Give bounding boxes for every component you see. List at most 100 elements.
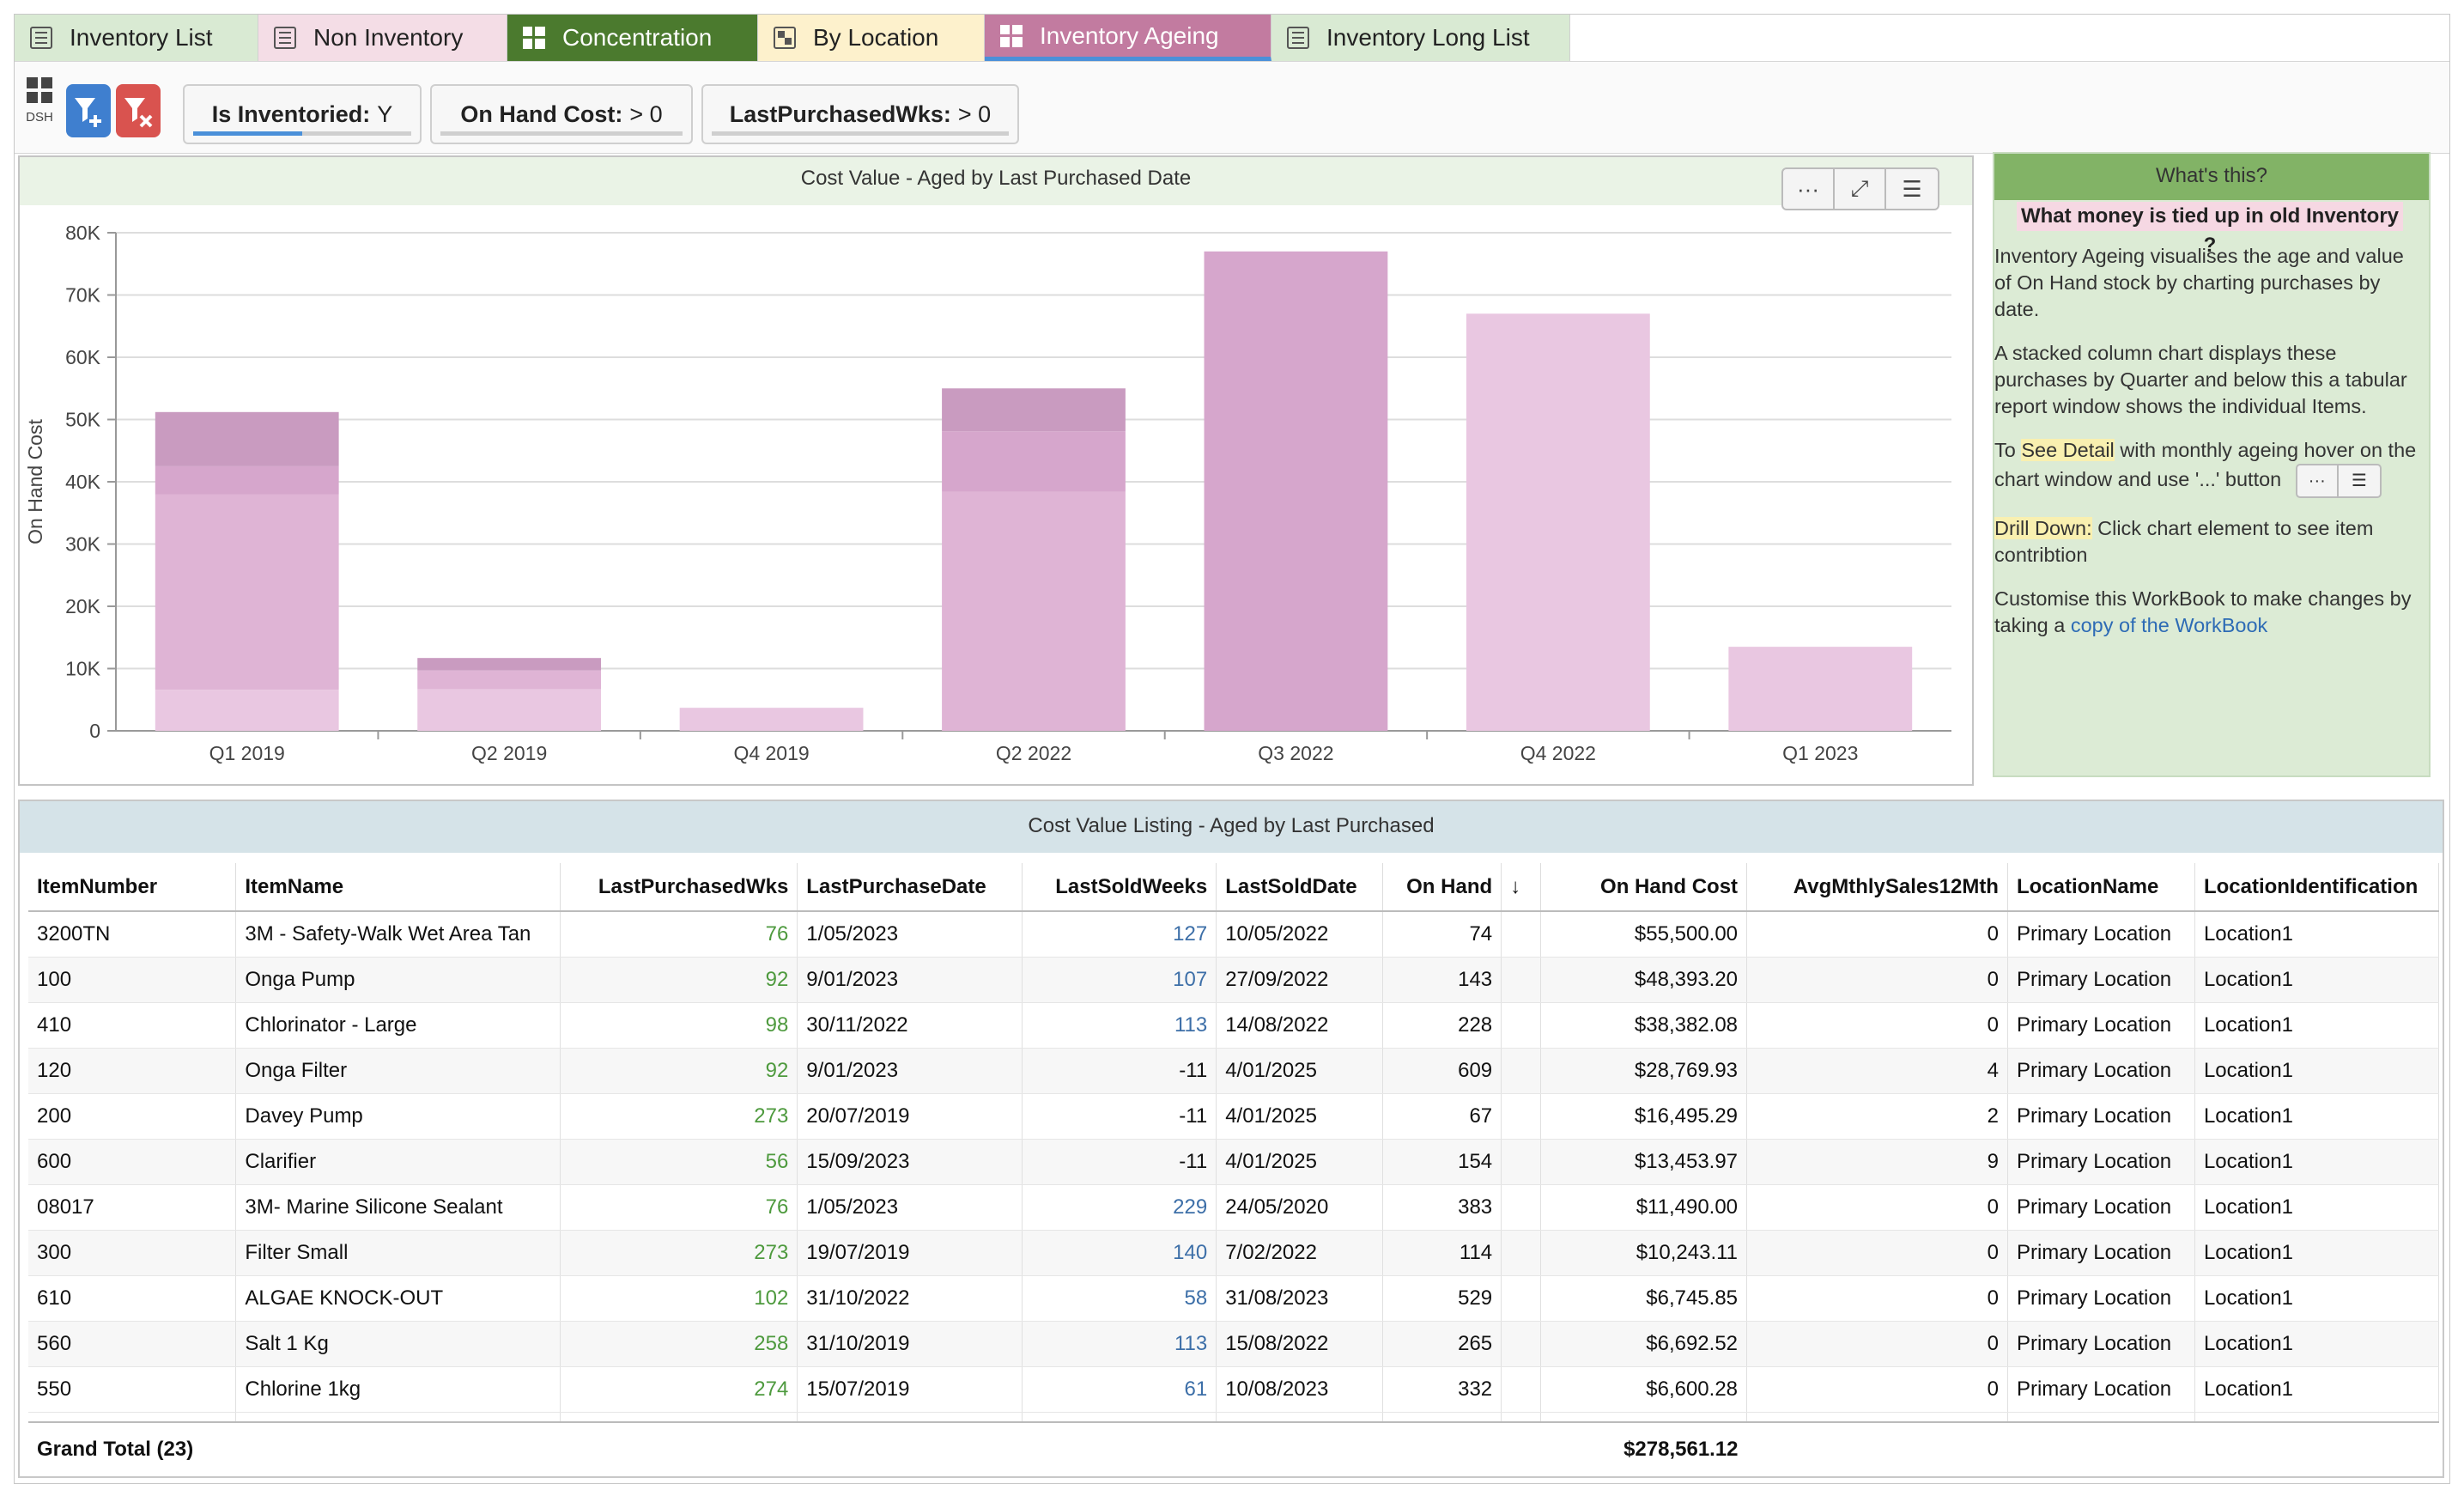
table-row[interactable]: 560 Salt 1 Kg 258 31/10/2019 113 15/08/2022 26… <box>28 1321 2440 1367</box>
bar-segment[interactable] <box>417 689 602 731</box>
column-header[interactable]: LastPurchasedWks <box>560 863 798 912</box>
chart-panel[interactable]: Cost Value - Aged by Last Purchased Date… <box>18 155 1974 786</box>
table-row[interactable]: 100 Onga Pump 92 9/01/2023 107 27/09/2022 143 $… <box>28 957 2440 1003</box>
table-cell: 229 <box>1022 1184 1217 1231</box>
table-cell: Location1 <box>2194 1139 2440 1185</box>
see-detail-highlight: See Detail <box>2021 439 2115 461</box>
tab-non-inventory[interactable]: Non Inventory <box>258 15 507 61</box>
table-cell: 31/10/2022 <box>797 1275 1023 1322</box>
copy-workbook-link[interactable]: copy of the WorkBook <box>2070 614 2268 636</box>
y-tick-label: 0 <box>89 720 100 742</box>
bar-segment[interactable] <box>1466 313 1650 731</box>
bar-segment[interactable] <box>679 708 864 731</box>
dashboard-icon <box>523 27 545 49</box>
tab-label: Inventory Ageing <box>1040 21 1219 49</box>
table-row[interactable]: 200 Davey Pump 273 20/07/2019 -11 4/01/2025 67… <box>28 1093 2440 1140</box>
tab-by-location[interactable]: By Location <box>758 15 985 61</box>
tab-inventory-list[interactable]: Inventory List <box>15 15 258 61</box>
filter-value: > 0 <box>957 100 992 127</box>
table-cell: Location1 <box>2194 1002 2440 1049</box>
list-view-button[interactable]: ☰ <box>1902 175 1922 202</box>
table-cell: Primary Location <box>2007 1093 2195 1140</box>
table-cell: 10/05/2022 <box>1216 911 1384 958</box>
table-cell: 529 <box>1382 1275 1502 1322</box>
column-header[interactable]: On Hand <box>1382 863 1502 912</box>
table-cell: 140 <box>1022 1230 1217 1276</box>
table-cell: 550 <box>28 1366 237 1413</box>
table-cell: Chlorinator - Large <box>235 1002 561 1049</box>
bar-segment[interactable] <box>155 690 339 731</box>
clear-filter-button[interactable] <box>116 84 161 137</box>
bar-segment[interactable] <box>417 658 602 671</box>
bar-segment[interactable] <box>1728 647 1913 731</box>
table-cell <box>1501 1002 1542 1049</box>
table-cell: 15/09/2023 <box>797 1139 1023 1185</box>
list-icon <box>274 27 296 49</box>
info-paragraph: A stacked column chart displays these pu… <box>1994 342 2407 417</box>
dashboard-toggle-button[interactable]: DSH <box>21 77 54 137</box>
table-cell: 107 <box>1022 957 1217 1003</box>
column-header[interactable]: LocationIdentification <box>2194 863 2440 912</box>
table-cell: 3M - Safety-Walk Wet Area Tan <box>235 911 561 958</box>
bar-segment[interactable] <box>1204 251 1388 731</box>
info-panel-subtitle: What money is tied up in old Inventory ? <box>2017 202 2403 257</box>
table-cell: 228 <box>1382 1002 1502 1049</box>
column-header[interactable]: LastSoldDate <box>1216 863 1384 912</box>
table-cell: 31/08/2023 <box>1216 1275 1384 1322</box>
stacked-column-chart[interactable]: 0 10K 20K 30K 40K 50K 60K 70K 80K On Hand Cost Q1 … <box>20 205 1972 784</box>
mini-list-icon: ☰ <box>2351 471 2367 490</box>
table-row[interactable]: 410 Chlorinator - Large 98 30/11/2022 113 14/… <box>28 1002 2440 1049</box>
table-cell <box>1501 911 1542 958</box>
bar-segment[interactable] <box>417 670 602 690</box>
more-options-button[interactable]: ··· <box>1783 169 1835 209</box>
spacer-cell <box>1382 1412 1502 1423</box>
table-cell: Clarifier <box>235 1139 561 1185</box>
table-cell <box>1501 957 1542 1003</box>
column-header[interactable]: On Hand Cost <box>1540 863 1748 912</box>
filter-chip-on-hand-cost[interactable]: On Hand Cost: > 0 <box>430 84 693 144</box>
y-tick-label: 20K <box>65 595 101 617</box>
table-cell: 9/01/2023 <box>797 1048 1023 1094</box>
table-cell: 1/05/2023 <box>797 1184 1023 1231</box>
table-cell: 300 <box>28 1230 237 1276</box>
spacer-cell <box>1022 1412 1217 1423</box>
tab-concentration[interactable]: Concentration <box>507 15 758 61</box>
table-row[interactable]: 600 Clarifier 56 15/09/2023 -11 4/01/2025 154 $… <box>28 1139 2440 1185</box>
bar-segment[interactable] <box>942 431 1126 492</box>
table-cell: 120 <box>28 1048 237 1094</box>
bar-segment[interactable] <box>155 411 339 466</box>
column-header[interactable]: LastPurchaseDate <box>797 863 1023 912</box>
table-row[interactable]: 120 Onga Filter 92 9/01/2023 -11 4/01/2025 609… <box>28 1048 2440 1094</box>
spacer-cell <box>797 1412 1023 1423</box>
table-row[interactable]: 08017 3M- Marine Silicone Sealant 76 1/05/2… <box>28 1184 2440 1231</box>
table-cell: Primary Location <box>2007 957 2195 1003</box>
column-header[interactable]: LastSoldWeeks <box>1022 863 1217 912</box>
dashboard-icon <box>1000 24 1023 47</box>
tab-inventory-ageing[interactable]: Inventory Ageing <box>985 15 1271 61</box>
column-header[interactable]: ItemNumber <box>28 863 237 912</box>
add-filter-button[interactable] <box>66 84 111 137</box>
table-cell: $16,495.29 <box>1540 1093 1748 1140</box>
tab-inventory-long-list[interactable]: Inventory Long List <box>1271 15 1570 61</box>
bar-segment[interactable] <box>155 465 339 495</box>
bar-segment[interactable] <box>155 494 339 690</box>
filter-chip-last-purchased-wks[interactable]: LastPurchasedWks: > 0 <box>701 84 1019 144</box>
table-cell: -11 <box>1022 1048 1217 1094</box>
table-row[interactable]: 3200TN 3M - Safety-Walk Wet Area Tan 76 1/0… <box>28 911 2440 958</box>
table-cell: -11 <box>1022 1139 1217 1185</box>
column-header[interactable]: LocationName <box>2007 863 2195 912</box>
table-row[interactable]: 300 Filter Small 273 19/07/2019 140 7/02/2022… <box>28 1230 2440 1276</box>
table-row[interactable]: 610 ALGAE KNOCK-OUT 102 31/10/2022 58 31/08/2… <box>28 1275 2440 1322</box>
column-header[interactable]: ItemName <box>235 863 561 912</box>
column-header[interactable]: ↓ <box>1501 863 1542 912</box>
bar-segment[interactable] <box>942 388 1126 432</box>
column-header[interactable]: AvgMthlySales12Mth <box>1746 863 2008 912</box>
table-cell: 0 <box>1746 911 2008 958</box>
table-row[interactable]: 550 Chlorine 1kg 274 15/07/2019 61 10/08/2023… <box>28 1366 2440 1413</box>
chart-title: Cost Value - Aged by Last Purchased Date <box>20 157 1972 205</box>
table-cell: 4/01/2025 <box>1216 1048 1384 1094</box>
expand-button[interactable]: ⤢ <box>1835 169 1886 209</box>
table-cell: 560 <box>28 1321 237 1367</box>
filter-chip-is-inventoried[interactable]: Is Inventoried: Y <box>183 84 422 144</box>
bar-segment[interactable] <box>942 491 1126 731</box>
